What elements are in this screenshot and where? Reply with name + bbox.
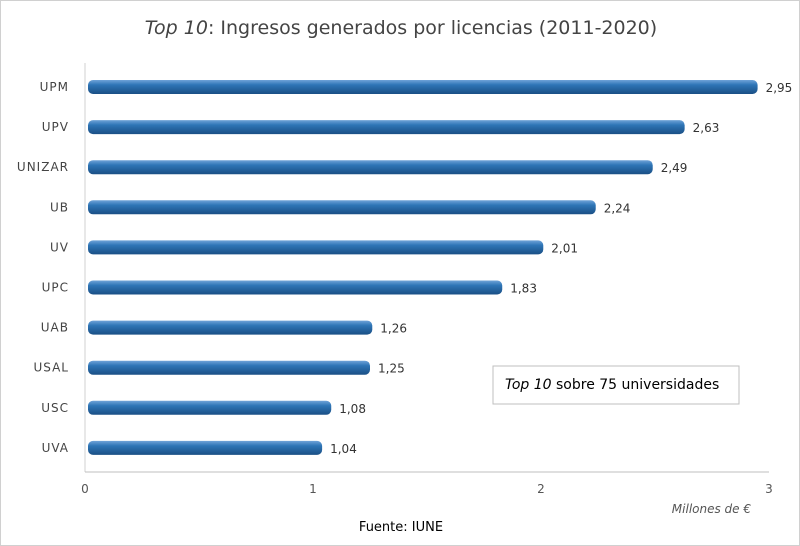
annotation-box (492, 365, 740, 405)
bar-upv (88, 120, 685, 135)
category-label: USAL (33, 361, 69, 375)
value-label: 1,26 (380, 322, 407, 336)
category-label: UPV (42, 120, 69, 134)
value-label: 1,25 (378, 362, 405, 376)
category-label: UAB (41, 321, 69, 335)
value-label: 2,24 (604, 201, 631, 215)
value-label: 2,95 (766, 81, 793, 95)
source-text: Fuente: IUNE (359, 520, 443, 535)
bar-upc (88, 280, 503, 295)
category-label: UV (50, 240, 69, 254)
bar-uva (88, 440, 323, 455)
bar-ub (88, 200, 596, 215)
category-label: UVA (42, 441, 69, 455)
bar-uv (88, 240, 544, 255)
category-label: UPM (40, 80, 69, 94)
x-tick-label: 0 (81, 482, 89, 496)
value-label: 2,01 (551, 241, 578, 255)
bar-usal (88, 360, 370, 375)
x-tick-label: 3 (765, 482, 773, 496)
x-tick-label: 2 (537, 482, 545, 496)
value-label: 1,08 (339, 402, 366, 416)
chart-title: Top 10: Ingresos generados por licencias… (145, 17, 657, 39)
annotation-text: Top 10 sobre 75 universidades (505, 377, 719, 393)
value-label: 1,04 (330, 442, 357, 456)
bar-unizar (88, 160, 653, 175)
value-label: 1,83 (510, 282, 537, 296)
bar-upm (88, 80, 758, 94)
category-label: UB (50, 200, 69, 214)
value-label: 2,63 (693, 121, 720, 135)
value-label: 2,49 (661, 161, 688, 175)
bar-uab (88, 320, 373, 335)
x-tick-label: 1 (309, 482, 317, 496)
x-axis-label: Millones de € (672, 502, 752, 516)
category-label: UNIZAR (17, 160, 69, 174)
bar-usc (88, 400, 332, 415)
category-label: UPC (42, 281, 69, 295)
category-label: USC (41, 401, 69, 415)
